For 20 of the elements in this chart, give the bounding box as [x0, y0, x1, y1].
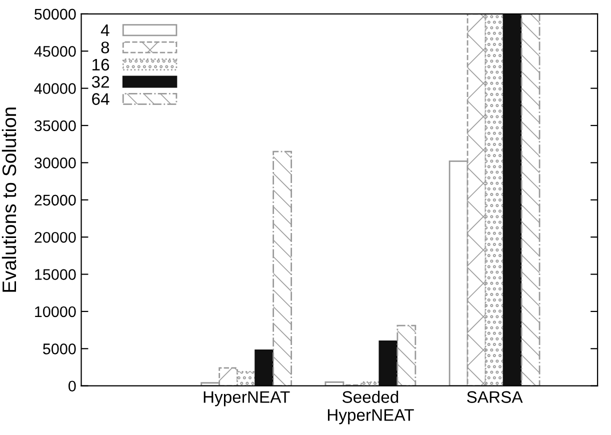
legend-label: 32: [92, 76, 109, 88]
legend-label: 64: [92, 93, 110, 105]
y-tick-label: 0: [68, 380, 76, 392]
x-tick-label: HyperNEAT: [204, 391, 290, 406]
y-tick-label: 30000: [34, 158, 76, 168]
y-tick-label: 35000: [34, 120, 76, 132]
legend-label: 4: [100, 24, 110, 36]
y-tick-label: 20000: [34, 232, 76, 243]
legend-label: 8: [101, 42, 110, 54]
x-tick-label: SARSA: [467, 391, 523, 403]
x-tick-label: Seeded HyperNEAT: [328, 390, 414, 424]
y-tick-label: 25000: [34, 194, 76, 206]
legend-label: 16: [92, 58, 110, 71]
y-tick-label: 40000: [34, 83, 76, 94]
y-tick-label: 10000: [35, 306, 76, 318]
y-tick-label: 45000: [34, 46, 76, 57]
y-tick-label: 5000: [43, 344, 76, 354]
y-axis-title: Evalutions to Solution: [2, 108, 16, 292]
y-tick-label: 15000: [35, 269, 76, 280]
y-tick-label: 50000: [34, 8, 76, 20]
